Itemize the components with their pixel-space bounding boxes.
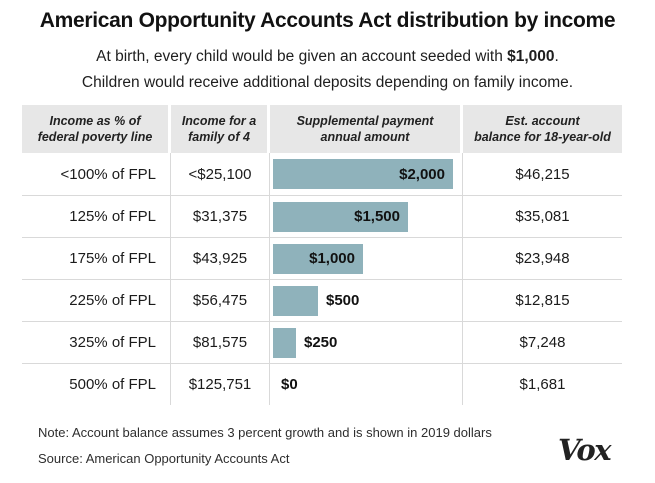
payment-bar: $2,000 [273,159,453,189]
table-row: <100% of FPL <$25,100 $2,000 $46,215 [22,153,622,195]
cell-fpl: 225% of FPL [22,280,171,321]
payment-bar-label: $1,000 [309,250,355,267]
cell-income: $81,575 [171,322,270,363]
subtitle-text: At birth, every child would be given an … [96,48,508,65]
cell-payment: $0 [270,364,463,405]
table-row: 125% of FPL $31,375 $1,500 $35,081 [22,195,622,237]
col-header-balance: Est. account balance for 18-year-old [463,105,622,153]
payment-bar-label: $2,000 [399,165,445,183]
cell-balance: $35,081 [515,208,570,225]
payment-bar: $1,500 [273,201,408,232]
cell-fpl: 125% of FPL [22,196,171,237]
table-row: 325% of FPL $81,575 $250 $7,248 [22,321,622,363]
cell-income: $125,751 [171,364,270,405]
payment-bar [273,327,296,358]
cell-fpl: <100% of FPL [22,153,171,195]
cell-payment: $1,500 [270,196,463,237]
cell-income: $56,475 [171,280,270,321]
cell-payment: $500 [270,280,463,321]
col-header-payment: Supplemental payment annual amount [270,105,463,153]
table-body: <100% of FPL <$25,100 $2,000 $46,215 125… [22,153,622,405]
cell-payment: $1,000 [270,238,463,279]
chart-title: American Opportunity Accounts Act distri… [39,9,616,32]
cell-balance: $46,215 [515,165,570,183]
subtitle-line1: At birth, every child would be given an … [96,48,559,65]
cell-balance: $12,815 [515,292,570,309]
col-header-family-income: Income for a family of 4 [171,105,270,153]
subtitle-bold-amount: $1,000 [507,48,555,65]
cell-payment: $2,000 [270,153,463,195]
subtitle-line2: Children would receive additional deposi… [81,74,574,91]
payment-bar: $1,000 [273,243,363,274]
cell-balance: $1,681 [519,376,566,393]
col-header-fpl: Income as % of federal poverty line [22,105,171,153]
payment-bar-label: $500 [326,292,360,309]
cell-balance: $7,248 [519,334,566,351]
cell-fpl: 325% of FPL [22,322,171,363]
subtitle-period: . [554,48,559,65]
table-row: 225% of FPL $56,475 $500 $12,815 [22,279,622,321]
cell-income: $31,375 [171,196,270,237]
footnote: Note: Account balance assumes 3 percent … [38,425,492,440]
payment-bar [273,285,318,316]
cell-payment: $250 [270,322,463,363]
payment-bar-label: $1,500 [354,208,400,225]
table-header-row: Income as % of federal poverty line Inco… [22,105,622,153]
table-row: 500% of FPL $125,751 $0 $1,681 [22,363,622,405]
cell-fpl: 500% of FPL [22,364,171,405]
source-line: Source: American Opportunity Accounts Ac… [38,451,290,466]
vox-logo: Vox [558,433,611,467]
cell-income: <$25,100 [171,153,270,195]
cell-income: $43,925 [171,238,270,279]
chart-subtitle: At birth, every child would be given an … [0,44,655,96]
cell-balance: $23,948 [515,250,570,267]
income-distribution-table: Income as % of federal poverty line Inco… [22,105,622,405]
table-row: 175% of FPL $43,925 $1,000 $23,948 [22,237,622,279]
payment-bar-label: $250 [304,334,338,351]
cell-fpl: 175% of FPL [22,238,171,279]
payment-bar-label: $0 [281,376,298,393]
